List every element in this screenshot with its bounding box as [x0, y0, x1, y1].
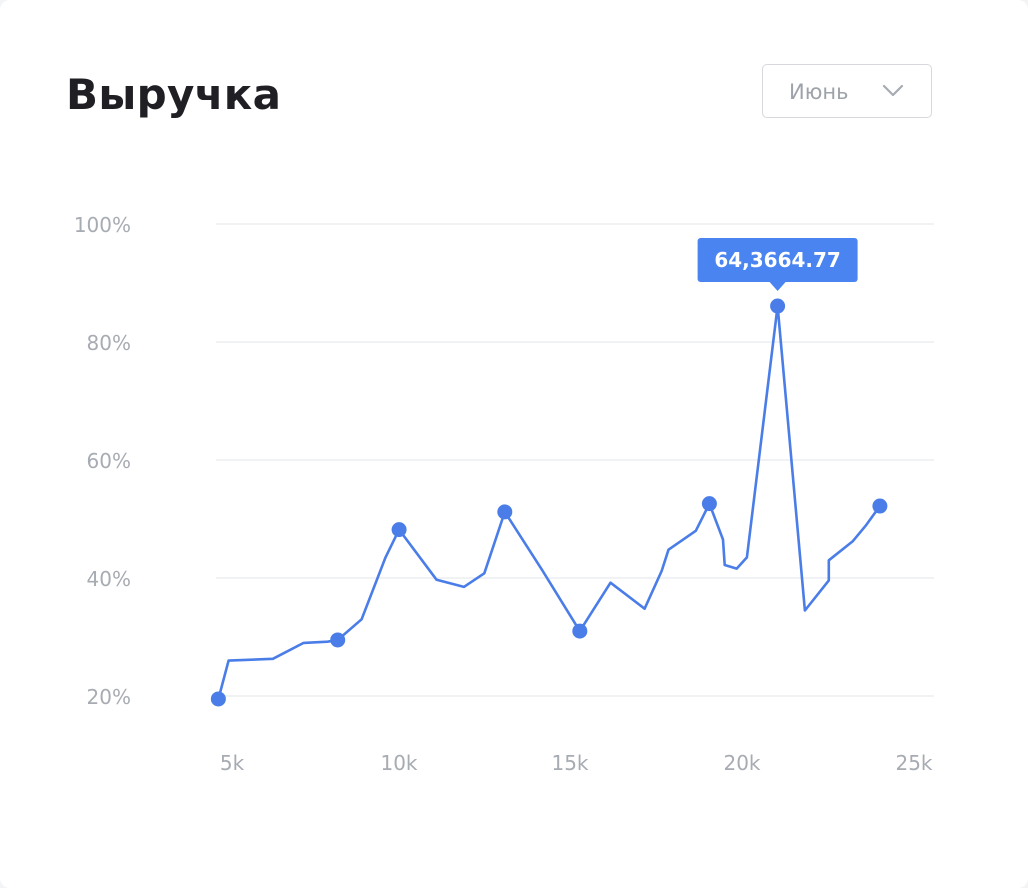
y-tick-label: 100%: [74, 213, 131, 237]
month-select-value: Июнь: [789, 80, 849, 104]
x-tick-label: 10k: [380, 751, 417, 775]
month-select[interactable]: Июнь: [762, 64, 932, 118]
data-point: [391, 522, 407, 538]
chevron-down-icon: [881, 83, 905, 99]
data-point: [701, 496, 717, 512]
data-point: [497, 504, 513, 520]
y-tick-label: 20%: [87, 685, 131, 709]
tooltip-pointer: [769, 282, 786, 292]
data-point: [330, 632, 346, 648]
y-tick-label: 40%: [87, 567, 131, 591]
tooltip-box: [697, 238, 858, 283]
tooltip-label: 64,3664.77: [714, 248, 841, 272]
series-line: [217, 304, 882, 701]
x-tick-label: 25k: [895, 751, 932, 775]
data-point: [572, 623, 588, 639]
x-tick-label: 5k: [220, 751, 245, 775]
data-point: [770, 298, 786, 314]
data-point: [210, 691, 226, 707]
x-tick-label: 15k: [551, 751, 588, 775]
page-title: Выручка: [66, 70, 282, 119]
x-tick-label: 20k: [723, 751, 760, 775]
data-point: [872, 498, 888, 514]
y-tick-label: 60%: [87, 449, 131, 473]
y-tick-label: 80%: [87, 331, 131, 355]
